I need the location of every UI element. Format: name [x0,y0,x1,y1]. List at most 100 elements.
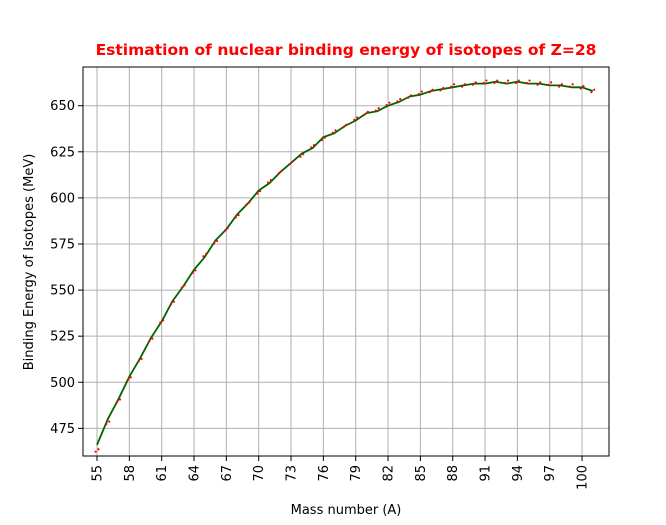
data-point [151,337,154,340]
data-point [399,97,402,101]
data-point [118,398,122,401]
data-point [291,160,294,163]
x-tick-label: 79 [349,465,364,482]
data-point [471,83,474,86]
data-point [194,269,197,272]
y-tick-label: 525 [50,330,75,345]
data-point [353,118,356,121]
y-tick-label: 550 [50,284,75,299]
data-point [116,400,119,403]
data-point [159,321,162,324]
data-point [94,450,97,453]
data-point [223,229,227,232]
data-point [539,81,542,84]
data-point [571,83,574,86]
data-point [108,420,111,423]
x-tick-label: 76 [317,465,332,482]
data-point [169,303,173,306]
data-point [202,255,205,258]
data-point [302,153,305,156]
data-point [191,271,194,274]
data-point [388,101,391,104]
data-point [342,126,345,129]
data-point [331,131,334,134]
data-point [140,357,143,361]
data-point [493,81,496,85]
data-point [528,79,531,82]
y-tick-label: 500 [50,376,75,391]
data-point [506,79,510,82]
data-point [137,360,140,363]
data-point [485,79,488,82]
y-tick-label: 575 [50,237,75,252]
x-tick-label: 97 [543,465,558,482]
data-point [442,86,445,90]
data-point [560,83,563,86]
data-point [474,81,477,84]
data-point [420,90,423,93]
data-point [550,81,553,84]
data-point [226,226,229,230]
x-tick-label: 91 [479,465,494,482]
data-point [582,84,585,88]
data-point [205,252,208,255]
data-point [345,123,348,126]
x-tick-label: 88 [446,465,461,482]
data-point [428,91,431,94]
x-tick-label: 55 [91,465,106,482]
data-point [161,319,165,322]
y-tick-label: 650 [50,99,75,114]
data-point [579,87,582,90]
data-point [277,172,280,175]
x-tick-label: 94 [511,465,526,482]
data-point [536,83,539,86]
data-point [310,146,313,149]
x-tick-label: 64 [188,465,203,482]
data-point [312,143,316,147]
data-point [409,94,413,97]
data-point [299,155,302,158]
data-point [590,91,593,94]
x-tick-label: 61 [155,465,170,482]
data-point [237,214,240,217]
data-point [129,376,132,379]
series [94,79,596,453]
chart-title: Estimation of nuclear binding energy of … [96,41,597,59]
data-point [439,89,442,92]
x-tick-label: 82 [382,465,397,482]
fit-line [96,80,594,446]
data-point [557,85,561,88]
data-point [258,190,262,193]
data-point [463,83,466,86]
data-point [396,100,399,103]
data-point [366,110,369,113]
data-point [280,169,283,172]
data-point [385,103,388,107]
x-tick-label: 58 [123,465,138,482]
grid [83,67,609,456]
data-point [363,113,367,116]
data-point [172,300,175,303]
data-point [126,378,130,381]
data-point [148,339,151,343]
data-point [256,192,259,195]
plot-frame [82,66,610,457]
data-point [180,286,183,289]
data-point [593,88,596,91]
data-point [105,422,108,426]
x-axis-label: Mass number (A) [291,503,402,518]
y-tick-label: 625 [50,145,75,160]
data-point [460,85,464,88]
data-point [248,201,251,204]
data-point [183,284,186,287]
data-point [547,83,550,86]
data-point [453,83,456,86]
data-point [288,162,291,166]
data-point [334,129,337,132]
data-point [568,85,571,88]
x-tick-label: 70 [252,465,267,482]
data-point [320,139,324,142]
data-point [234,216,237,219]
